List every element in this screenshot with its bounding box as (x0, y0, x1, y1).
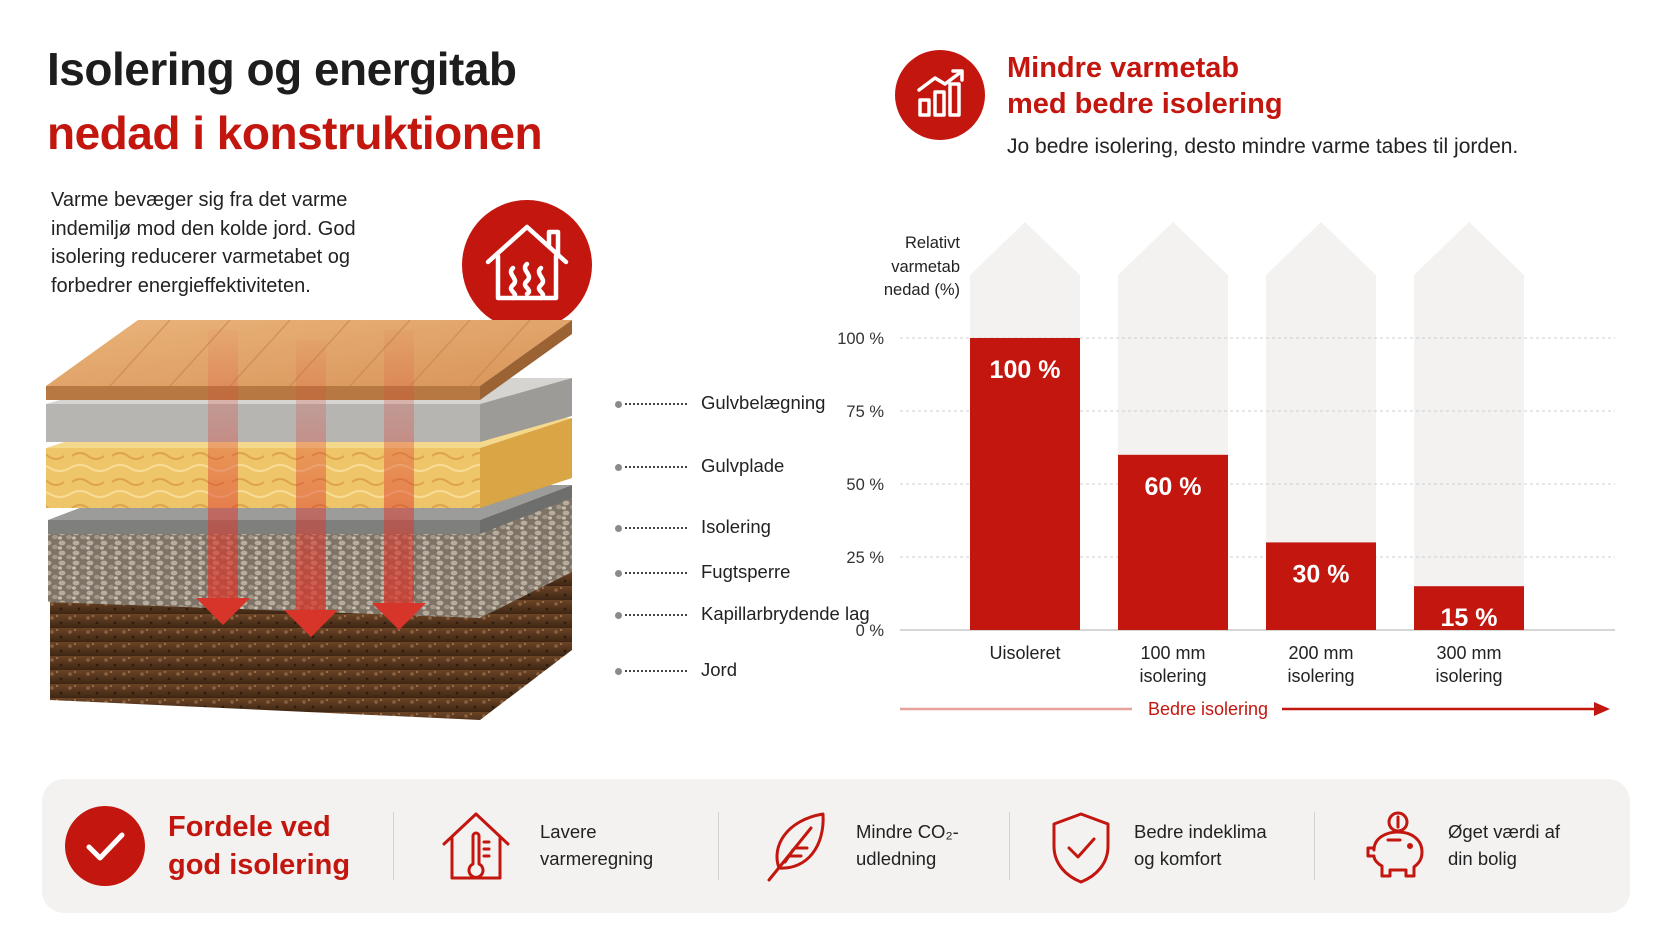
x-category-label: isolering (1435, 666, 1502, 686)
bar (1266, 542, 1376, 630)
divider (1314, 812, 1315, 880)
check-icon (65, 806, 145, 886)
bar-value-label: 15 % (1441, 604, 1498, 632)
benefits-panel (42, 779, 1630, 913)
floor-layers-illustration (46, 320, 572, 720)
bar-background-arrow (1414, 222, 1524, 630)
bar (1414, 586, 1524, 630)
house-thermometer-icon (442, 812, 510, 880)
y-tick-label: 100 % (837, 330, 884, 348)
intro-text: Varme bevæger sig fra det varme indemilj… (51, 189, 356, 297)
benefit-text-4: Øget værdi af din bolig (1448, 821, 1561, 869)
layer-label-isolering: Isolering (615, 516, 771, 538)
bar-value-label: 100 % (990, 356, 1061, 384)
layer-label-kapillarbrydende: Kapillarbrydende lag (615, 603, 870, 625)
divider (1009, 812, 1010, 880)
x-category-label: isolering (1139, 666, 1206, 686)
y-tick-label: 75 % (846, 403, 884, 421)
chart-title: Mindre varmetab med bedre isolering (1007, 52, 1283, 120)
improvement-arrow-label: Bedre isolering (1148, 699, 1268, 719)
layer-label-fugtsperre: Fugtsperre (615, 561, 790, 583)
bar-value-label: 60 % (1145, 473, 1202, 501)
arrow-head (1594, 702, 1610, 716)
benefit-text-1: Lavere varmeregning (540, 821, 654, 869)
chart-y-axis-label: Relativt varmetab nedad (%) (883, 234, 960, 299)
x-category-label: 100 mm (1140, 643, 1205, 663)
x-category-label: Uisoleret (989, 643, 1060, 663)
benefit-text-3: Bedre indeklima og komfort (1134, 821, 1267, 869)
bar (1118, 454, 1228, 630)
divider (393, 812, 394, 880)
bar-value-label: 30 % (1293, 560, 1350, 588)
heat-loss-bar-chart: 0 % 25 % 50 % 75 % 100 % 100 % Uisoleret 60 % 10… (837, 222, 1615, 719)
layer-label-jord: Jord (615, 659, 737, 681)
benefits-title: Fordele ved god isolering (168, 811, 351, 881)
piggy-bank-icon (1366, 811, 1424, 878)
divider (718, 812, 719, 880)
y-tick-label: 0 % (856, 622, 885, 640)
bar (970, 338, 1080, 630)
x-category-label: 300 mm (1436, 643, 1501, 663)
y-tick-label: 25 % (846, 549, 884, 567)
leaf-icon (767, 812, 825, 882)
layer-label-gulvbelaegning: Gulvbelægning (615, 392, 825, 414)
x-category-label: isolering (1287, 666, 1354, 686)
x-category-label: 200 mm (1288, 643, 1353, 663)
shield-check-icon (1052, 812, 1110, 884)
page-subtitle: nedad i konstruktionen (47, 107, 543, 159)
bar-growth-icon (895, 50, 985, 140)
benefit-text-2: Mindre CO₂- udledning (856, 821, 959, 869)
layer-label-gulvplade: Gulvplade (615, 455, 784, 477)
page-title: Isolering og energitab (47, 43, 517, 95)
house-heat-icon (462, 200, 592, 330)
y-tick-label: 50 % (846, 476, 884, 494)
bar-background-arrow (1266, 222, 1376, 630)
chart-subtitle: Jo bedre isolering, desto mindre varme t… (1007, 135, 1519, 158)
